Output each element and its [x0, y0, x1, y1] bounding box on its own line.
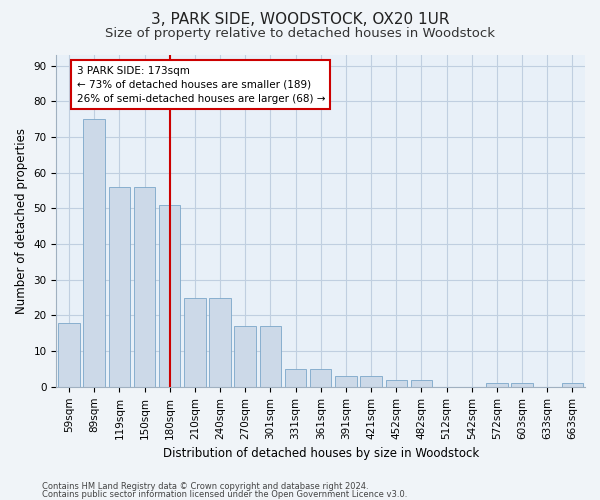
Text: Contains HM Land Registry data © Crown copyright and database right 2024.: Contains HM Land Registry data © Crown c…	[42, 482, 368, 491]
Text: Size of property relative to detached houses in Woodstock: Size of property relative to detached ho…	[105, 28, 495, 40]
Text: Contains public sector information licensed under the Open Government Licence v3: Contains public sector information licen…	[42, 490, 407, 499]
Bar	[260, 326, 281, 387]
Bar	[361, 376, 382, 387]
Bar	[285, 369, 306, 387]
Bar	[184, 298, 206, 387]
Bar	[83, 119, 105, 387]
Bar	[134, 187, 155, 387]
Text: 3 PARK SIDE: 173sqm
← 73% of detached houses are smaller (189)
26% of semi-detac: 3 PARK SIDE: 173sqm ← 73% of detached ho…	[77, 66, 325, 104]
Bar	[486, 384, 508, 387]
Bar	[410, 380, 432, 387]
Bar	[511, 384, 533, 387]
Bar	[109, 187, 130, 387]
Y-axis label: Number of detached properties: Number of detached properties	[15, 128, 28, 314]
Bar	[562, 384, 583, 387]
Bar	[58, 322, 80, 387]
Bar	[235, 326, 256, 387]
X-axis label: Distribution of detached houses by size in Woodstock: Distribution of detached houses by size …	[163, 447, 479, 460]
Bar	[310, 369, 331, 387]
Bar	[335, 376, 356, 387]
Bar	[209, 298, 231, 387]
Bar	[386, 380, 407, 387]
Text: 3, PARK SIDE, WOODSTOCK, OX20 1UR: 3, PARK SIDE, WOODSTOCK, OX20 1UR	[151, 12, 449, 28]
Bar	[159, 205, 181, 387]
